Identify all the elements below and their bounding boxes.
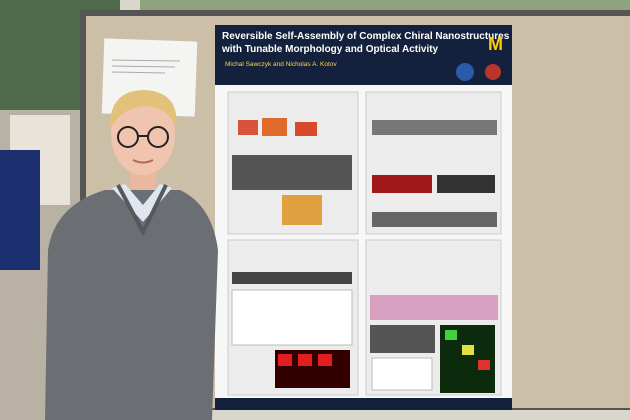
poster-title: Reversible Self-Assembly of Complex Chir…	[222, 31, 510, 42]
poster-authors: Michal Sawczyk and Nicholas A. Kotov	[225, 61, 337, 68]
logo-circle	[456, 63, 474, 81]
poster-title: with Tunable Morphology and Optical Acti…	[221, 44, 439, 55]
distant-person	[0, 150, 40, 270]
poster-footer	[215, 398, 512, 410]
logo-circle	[485, 64, 501, 80]
poster-panels	[227, 91, 502, 396]
university-logo: M	[488, 34, 503, 54]
note-lines	[111, 59, 181, 74]
upper-window	[140, 0, 630, 12]
person	[45, 90, 218, 420]
